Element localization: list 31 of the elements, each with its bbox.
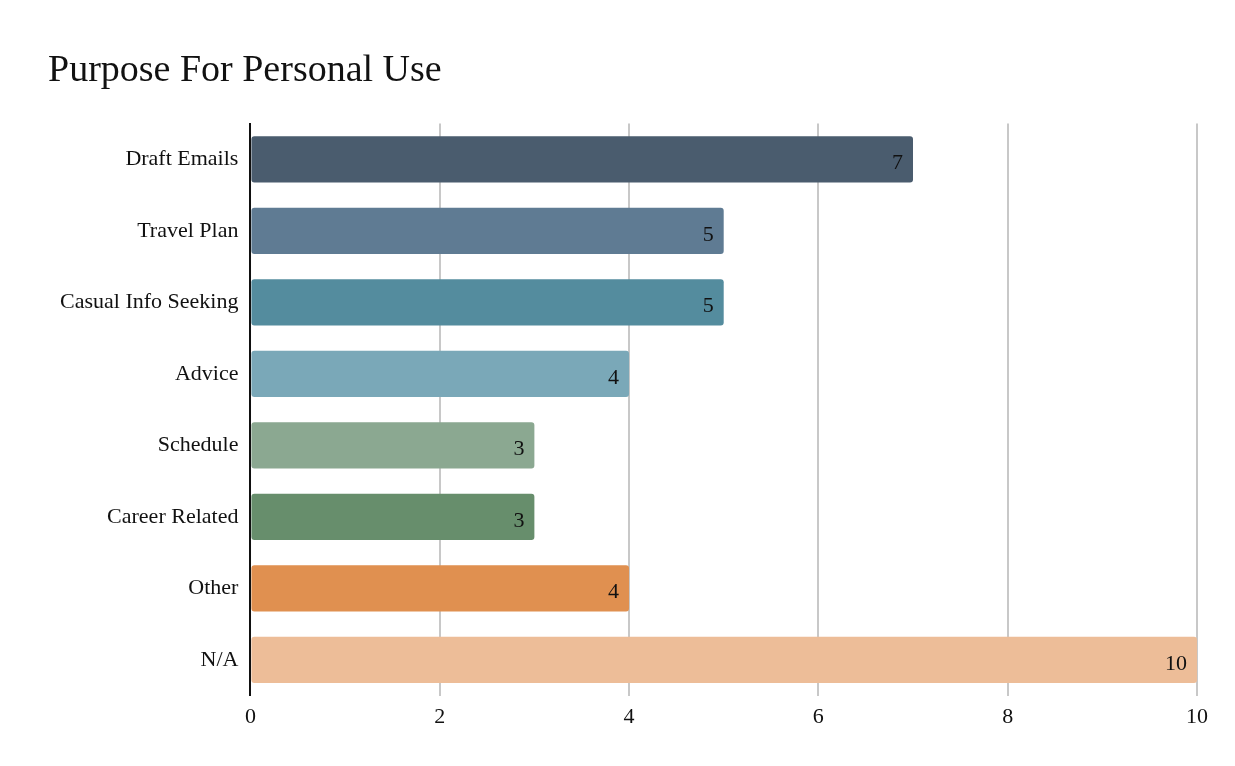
x-tick-label: 2 <box>434 702 446 728</box>
data-label: 3 <box>513 506 525 532</box>
x-tick-label: 4 <box>623 702 635 728</box>
bar <box>251 207 724 255</box>
data-label: 4 <box>608 363 620 389</box>
y-tick-label: Other <box>188 574 240 600</box>
data-label: 10 <box>1165 649 1187 675</box>
x-tick-label: 10 <box>1186 702 1208 728</box>
data-label: 7 <box>892 149 904 175</box>
bar <box>251 636 1197 684</box>
y-tick-label: Advice <box>174 359 239 385</box>
bar <box>251 350 630 398</box>
bar <box>251 279 724 326</box>
y-tick-label: Draft Emails <box>125 145 239 171</box>
y-tick-label: Travel Plan <box>137 216 239 242</box>
y-tick-label: Career Related <box>107 502 239 528</box>
bar <box>251 136 914 183</box>
data-label: 5 <box>702 220 714 246</box>
y-tick-label: Casual Info Seeking <box>60 288 239 314</box>
data-label: 3 <box>513 435 525 461</box>
bar <box>251 422 535 469</box>
x-tick-label: 8 <box>1002 702 1014 728</box>
data-label: 5 <box>702 292 714 318</box>
data-label: 4 <box>608 578 620 604</box>
chart-title: Purpose For Personal Use <box>48 46 442 89</box>
y-tick-label: N/A <box>200 645 239 671</box>
x-tick-label: 0 <box>244 702 256 728</box>
bar <box>251 565 630 612</box>
y-tick-label: Schedule <box>157 431 239 457</box>
x-tick-label: 6 <box>812 702 824 728</box>
bar <box>251 493 535 541</box>
